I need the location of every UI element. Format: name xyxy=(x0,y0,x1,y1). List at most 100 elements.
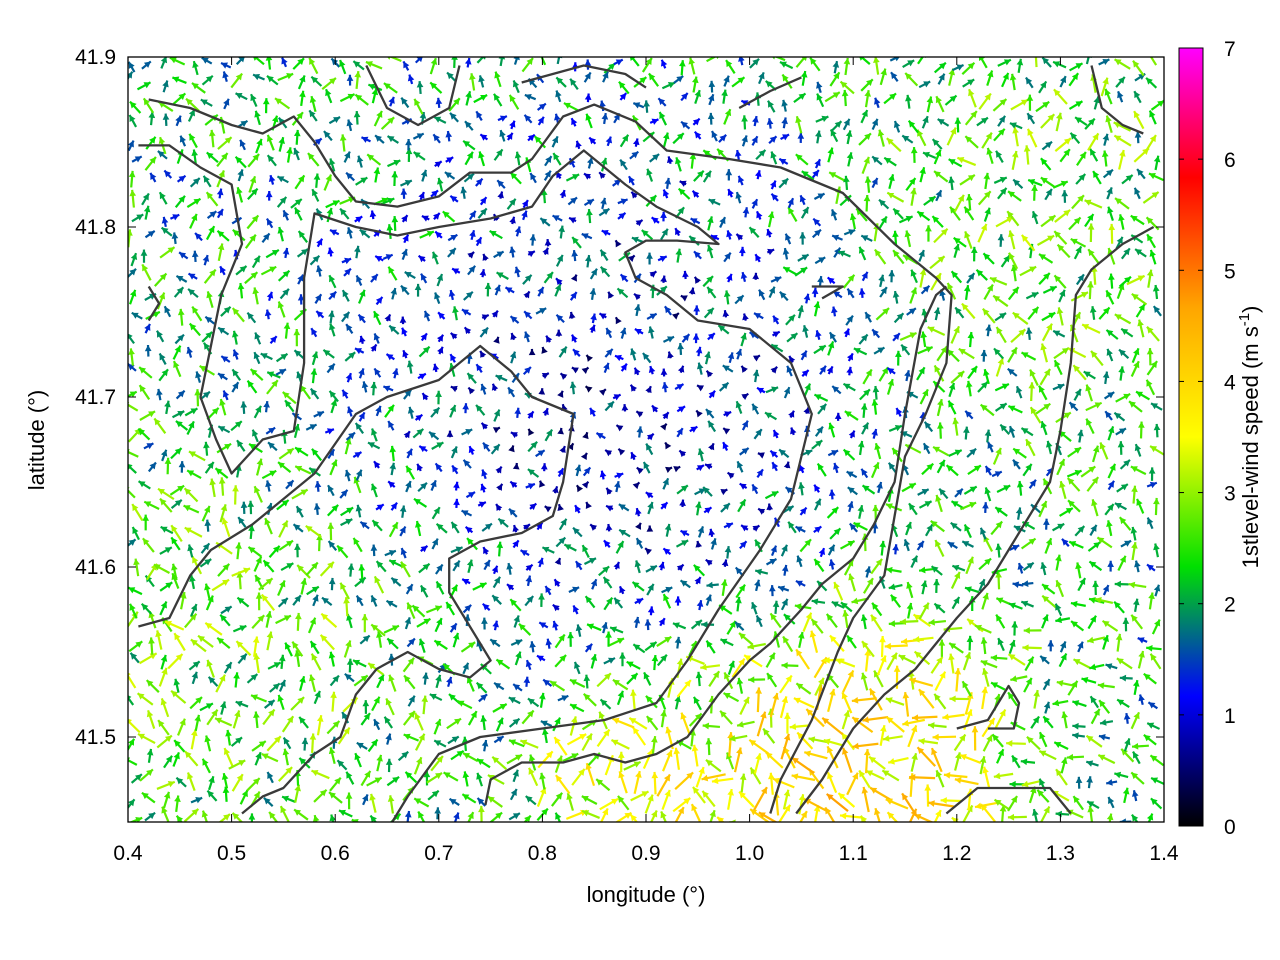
wind-arrow xyxy=(961,680,972,697)
wind-arrow xyxy=(922,442,931,455)
wind-arrow xyxy=(779,674,793,694)
wind-arrow xyxy=(1008,252,1019,270)
wind-arrow xyxy=(155,630,163,650)
wind-arrow xyxy=(1026,128,1038,148)
wind-arrow xyxy=(1031,184,1038,201)
wind-arrow xyxy=(929,255,946,270)
wind-arrow xyxy=(795,525,806,533)
wind-arrow xyxy=(435,563,444,575)
wind-arrow xyxy=(247,500,255,515)
wind-arrow xyxy=(1118,348,1130,359)
wind-arrow xyxy=(767,100,776,113)
wind-arrow xyxy=(1074,525,1086,537)
wind-arrow xyxy=(144,323,151,334)
wind-arrow xyxy=(158,352,167,365)
wind-arrow xyxy=(846,352,854,362)
wind-arrow xyxy=(842,669,855,693)
wind-arrow xyxy=(216,442,232,454)
wind-arrow xyxy=(509,171,522,185)
wind-arrow xyxy=(993,176,1008,184)
wind-arrow xyxy=(1106,348,1114,362)
wind-arrow xyxy=(754,579,761,592)
wind-arrow xyxy=(217,326,230,336)
wind-arrow xyxy=(354,576,367,588)
wind-arrow xyxy=(285,479,295,490)
wind-arrow xyxy=(827,544,836,556)
wind-arrow xyxy=(309,254,321,266)
wind-arrow xyxy=(174,195,186,209)
wind-arrow xyxy=(205,595,214,611)
wind-arrow xyxy=(309,640,320,655)
wind-arrow xyxy=(904,230,912,248)
wind-arrow xyxy=(538,621,549,629)
wind-arrow xyxy=(309,95,317,113)
wind-arrow xyxy=(892,332,901,342)
wind-arrow xyxy=(405,583,414,595)
wind-arrow xyxy=(314,293,323,304)
wind-arrow xyxy=(791,773,816,782)
wind-arrow xyxy=(431,441,444,450)
wind-arrow xyxy=(826,771,838,794)
wind-arrow xyxy=(1075,273,1085,286)
wind-arrow xyxy=(1055,579,1065,598)
wind-arrow xyxy=(246,214,260,230)
wind-arrow xyxy=(1059,148,1071,163)
wind-arrow xyxy=(565,173,580,182)
wind-arrow xyxy=(265,480,272,492)
wind-arrow xyxy=(194,389,201,407)
wind-arrow xyxy=(673,75,684,84)
wind-arrow xyxy=(617,212,627,220)
wind-arrow xyxy=(443,771,459,782)
wind-arrow xyxy=(253,351,261,365)
wind-arrow xyxy=(316,715,324,736)
wind-arrow xyxy=(208,775,215,791)
wind-arrow xyxy=(305,561,319,576)
wind-arrow xyxy=(833,581,844,601)
wind-arrow xyxy=(239,789,249,805)
wind-arrow xyxy=(491,594,502,605)
wind-arrow xyxy=(542,728,549,744)
wind-arrow xyxy=(1113,600,1125,614)
wind-arrow xyxy=(616,690,624,706)
wind-arrow xyxy=(314,481,322,492)
wind-arrow xyxy=(472,582,488,591)
wind-arrow xyxy=(909,774,936,781)
wind-arrow xyxy=(664,177,672,189)
wind-arrow xyxy=(676,563,685,572)
wind-arrow xyxy=(390,576,402,587)
wind-arrow xyxy=(1148,110,1157,125)
wind-arrow xyxy=(613,597,624,609)
wind-arrow xyxy=(707,216,714,231)
wind-arrow xyxy=(371,483,378,498)
wind-arrow xyxy=(248,524,255,540)
wind-arrow xyxy=(778,448,790,459)
wind-arrow xyxy=(691,744,699,767)
wind-arrow xyxy=(481,522,493,532)
wind-arrow xyxy=(933,307,941,321)
wind-arrow xyxy=(130,773,143,784)
wind-arrow xyxy=(991,470,1003,478)
wind-arrow xyxy=(399,316,407,325)
wind-arrow xyxy=(359,520,370,530)
wind-arrow xyxy=(584,643,593,653)
wind-arrow xyxy=(861,156,870,175)
wind-arrow xyxy=(253,711,260,729)
wind-arrow xyxy=(129,189,137,208)
wind-arrow xyxy=(1122,787,1130,804)
wind-arrow xyxy=(336,544,349,559)
wind-arrow xyxy=(1118,516,1132,531)
wind-arrow xyxy=(878,198,890,210)
wind-arrow xyxy=(574,504,582,514)
wind-arrow xyxy=(172,345,182,360)
wind-arrow xyxy=(164,400,171,415)
wind-arrow xyxy=(605,504,614,512)
wind-arrow xyxy=(664,305,673,316)
wind-arrow xyxy=(249,368,264,381)
wind-arrow xyxy=(278,539,294,551)
wind-arrow xyxy=(1107,480,1115,491)
wind-arrow xyxy=(358,564,366,580)
wind-arrow xyxy=(882,735,903,742)
wind-arrow xyxy=(828,489,836,500)
wind-arrow xyxy=(1060,757,1068,774)
